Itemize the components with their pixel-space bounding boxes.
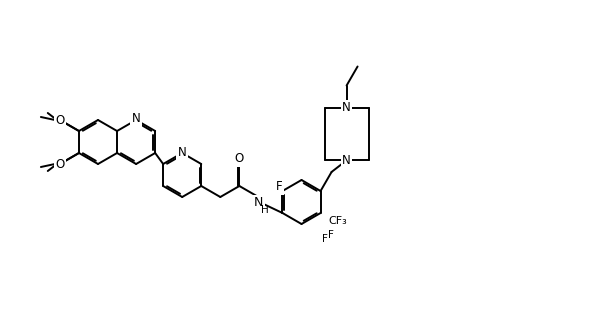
Text: O: O — [55, 114, 65, 126]
Text: N: N — [178, 145, 187, 158]
Text: H: H — [262, 205, 269, 215]
Text: F: F — [322, 234, 328, 244]
Text: O: O — [235, 153, 244, 165]
Text: O: O — [55, 158, 65, 170]
Text: F: F — [328, 230, 334, 240]
Text: N: N — [254, 197, 263, 209]
Text: CF₃: CF₃ — [329, 216, 347, 226]
Text: F: F — [276, 181, 283, 193]
Text: O: O — [55, 114, 65, 126]
Text: N: N — [342, 101, 351, 114]
Text: N: N — [132, 113, 140, 125]
Text: O: O — [55, 158, 65, 170]
Text: N: N — [342, 154, 351, 167]
